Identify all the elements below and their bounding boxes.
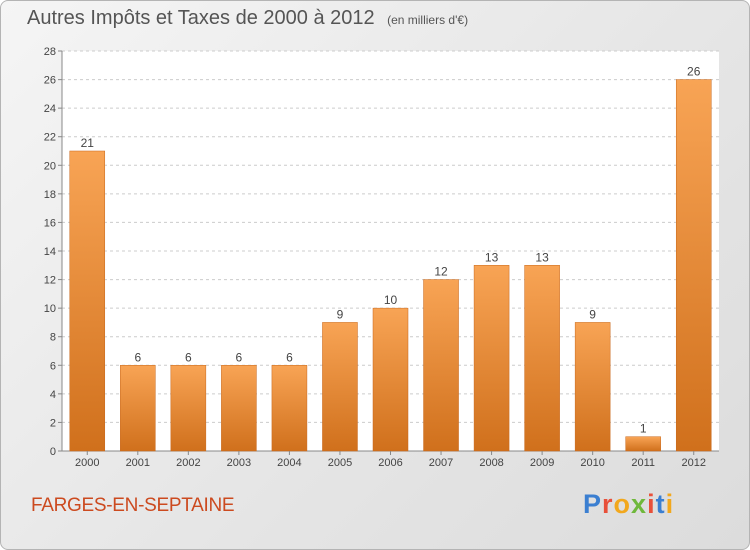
bar-2000: [69, 150, 106, 452]
value-label-2000: 21: [81, 136, 95, 150]
y-tick-label: 6: [50, 360, 56, 372]
x-tick-label-2002: 2002: [176, 457, 200, 469]
value-label-2001: 6: [134, 350, 141, 364]
logo-letter: o: [613, 489, 632, 519]
x-tick-label-2011: 2011: [631, 457, 655, 469]
bar-2009: [524, 265, 560, 452]
title-row: Autres Impôts et Taxes de 2000 à 2012 (e…: [27, 7, 468, 30]
chart-title: Autres Impôts et Taxes de 2000 à 2012: [27, 7, 375, 29]
y-tick-label: 14: [44, 246, 56, 258]
value-label-2009: 13: [535, 250, 549, 264]
value-label-2002: 6: [185, 350, 192, 364]
value-label-2006: 10: [384, 293, 398, 307]
value-label-2008: 13: [485, 250, 499, 264]
x-tick-label-2012: 2012: [681, 457, 705, 469]
x-tick-label-2009: 2009: [530, 457, 554, 469]
y-tick-label: 24: [44, 103, 56, 115]
y-tick-label: 2: [50, 417, 56, 429]
x-tick-labels: 2000 2001 2002 2003 2004 2005 2006 2007 2008 2009…: [75, 451, 706, 469]
logo-letter: i: [665, 489, 675, 519]
value-labels: 21 6 6 6 6 9 10 12 13 13 9 1 26: [81, 65, 701, 436]
bar-2003: [221, 365, 257, 452]
bar-2004: [271, 365, 308, 452]
x-tick-label-2004: 2004: [277, 457, 301, 469]
bar-2006: [372, 307, 409, 452]
x-tick-label-2007: 2007: [429, 457, 453, 469]
proxiti-logo: Proxiti: [583, 489, 674, 520]
bar-2012: [675, 79, 712, 452]
x-tick-label-2000: 2000: [75, 457, 99, 469]
y-tick-label: 4: [50, 389, 56, 401]
bar-2002: [170, 365, 207, 452]
chart-subtitle: (en milliers d'€): [387, 13, 469, 27]
y-tick-label: 12: [44, 275, 56, 287]
y-tick-label: 0: [50, 446, 56, 458]
bar-2001: [120, 365, 156, 452]
logo-letter: i: [647, 489, 656, 519]
y-tick-label: 10: [44, 303, 56, 315]
y-tick-label: 28: [44, 46, 56, 58]
value-label-2005: 9: [337, 307, 344, 321]
x-tick-label-2003: 2003: [227, 457, 251, 469]
logo-letter: t: [655, 489, 666, 519]
y-tick-label: 8: [50, 332, 56, 344]
y-tick-label: 18: [44, 189, 56, 201]
value-label-2011: 1: [640, 422, 647, 436]
bar-2008: [473, 265, 510, 452]
x-tick-label-2006: 2006: [378, 457, 402, 469]
y-tick-label: 26: [44, 75, 56, 87]
location-label: FARGES-EN-SEPTAINE: [31, 495, 235, 516]
x-tick-label-2005: 2005: [328, 457, 352, 469]
x-tick-label-2008: 2008: [479, 457, 503, 469]
value-label-2012: 26: [687, 65, 701, 79]
y-tick-label: 16: [44, 217, 56, 229]
bars: [69, 79, 712, 452]
gridlines: [62, 50, 719, 423]
bar-2007: [423, 279, 459, 452]
x-tick-label-2010: 2010: [580, 457, 604, 469]
bar-2005: [322, 322, 358, 452]
logo-letter: x: [631, 489, 648, 519]
logo-letter: P: [583, 489, 603, 519]
value-label-2010: 9: [589, 307, 596, 321]
x-tick-label-2001: 2001: [126, 457, 150, 469]
y-tick-label: 22: [44, 132, 56, 144]
y-tick-label: 20: [44, 160, 56, 172]
logo-letter: r: [602, 489, 614, 519]
bar-2010: [574, 322, 611, 452]
bar-2011: [625, 436, 661, 452]
value-label-2007: 12: [434, 265, 448, 279]
value-label-2003: 6: [236, 350, 243, 364]
value-label-2004: 6: [286, 350, 293, 364]
